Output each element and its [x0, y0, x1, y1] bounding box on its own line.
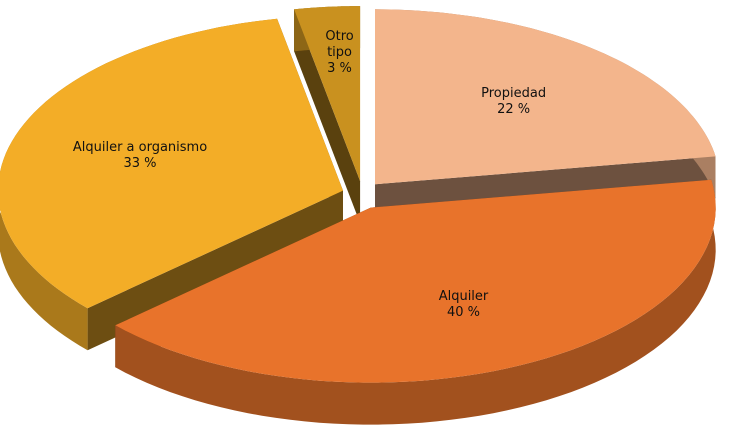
slice: [0, 18, 343, 309]
slice-wall: [115, 179, 716, 425]
slice-side: [294, 9, 361, 224]
slice: [375, 9, 716, 185]
slice: [294, 6, 361, 182]
slice: [115, 179, 716, 383]
value-label: 22 %: [497, 101, 531, 117]
slice-label: Alquiler a organismo 33 %: [73, 140, 207, 172]
value-label: 3 %: [327, 61, 352, 77]
category-label: Propiedad: [481, 85, 547, 101]
category-label: Alquiler: [438, 289, 489, 305]
category-label: Alquiler a organismo: [72, 140, 208, 156]
slice-label: Otro tipo 3 %: [320, 29, 360, 77]
value-label: 40 %: [446, 305, 480, 321]
slice-label: Alquiler 40 %: [439, 289, 489, 321]
slice-label: Propiedad 22 %: [481, 86, 546, 118]
value-label: 33 %: [123, 156, 157, 172]
category-label: Otro tipo: [325, 29, 354, 61]
